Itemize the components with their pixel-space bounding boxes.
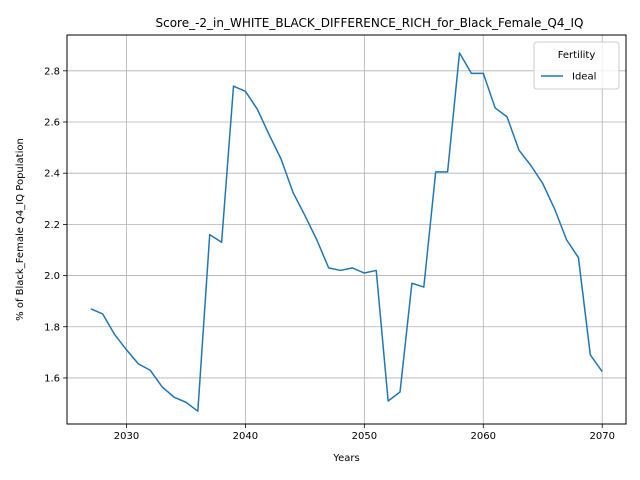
plot-area-frame	[66, 34, 627, 425]
x-tick-label: 2030	[114, 431, 139, 442]
legend-title: Fertility	[558, 50, 596, 61]
y-tick-label: 1.8	[44, 322, 60, 333]
legend-label-ideal: Ideal	[572, 72, 596, 83]
grid-layer	[67, 35, 626, 424]
x-axis-label: Years	[332, 453, 359, 464]
tick-layer: 2030 2040 2050 2060 2070 1.6 1.8 2.0 2.2 2.4 2.6 2.…	[44, 66, 615, 442]
chart-title: Score_-2_in_WHITE_BLACK_DIFFERENCE_RICH_…	[155, 16, 583, 30]
y-tick-label: 2.0	[44, 271, 60, 282]
series-layer	[90, 52, 603, 412]
y-tick-label: 2.2	[44, 220, 60, 231]
legend-box	[533, 41, 620, 90]
legend: Fertility Ideal	[533, 41, 620, 90]
x-tick-label: 2060	[471, 431, 496, 442]
x-tick-label: 2040	[233, 431, 258, 442]
x-tick-label: 2070	[589, 431, 614, 442]
y-axis-label: % of Black_Female Q4_IQ Population	[15, 138, 26, 321]
y-tick-label: 2.8	[44, 66, 60, 77]
x-tick-label: 2050	[352, 431, 377, 442]
y-tick-label: 2.4	[44, 169, 60, 180]
y-tick-label: 1.6	[44, 373, 60, 384]
series-line-ideal	[90, 52, 603, 412]
y-tick-label: 2.6	[44, 118, 60, 129]
